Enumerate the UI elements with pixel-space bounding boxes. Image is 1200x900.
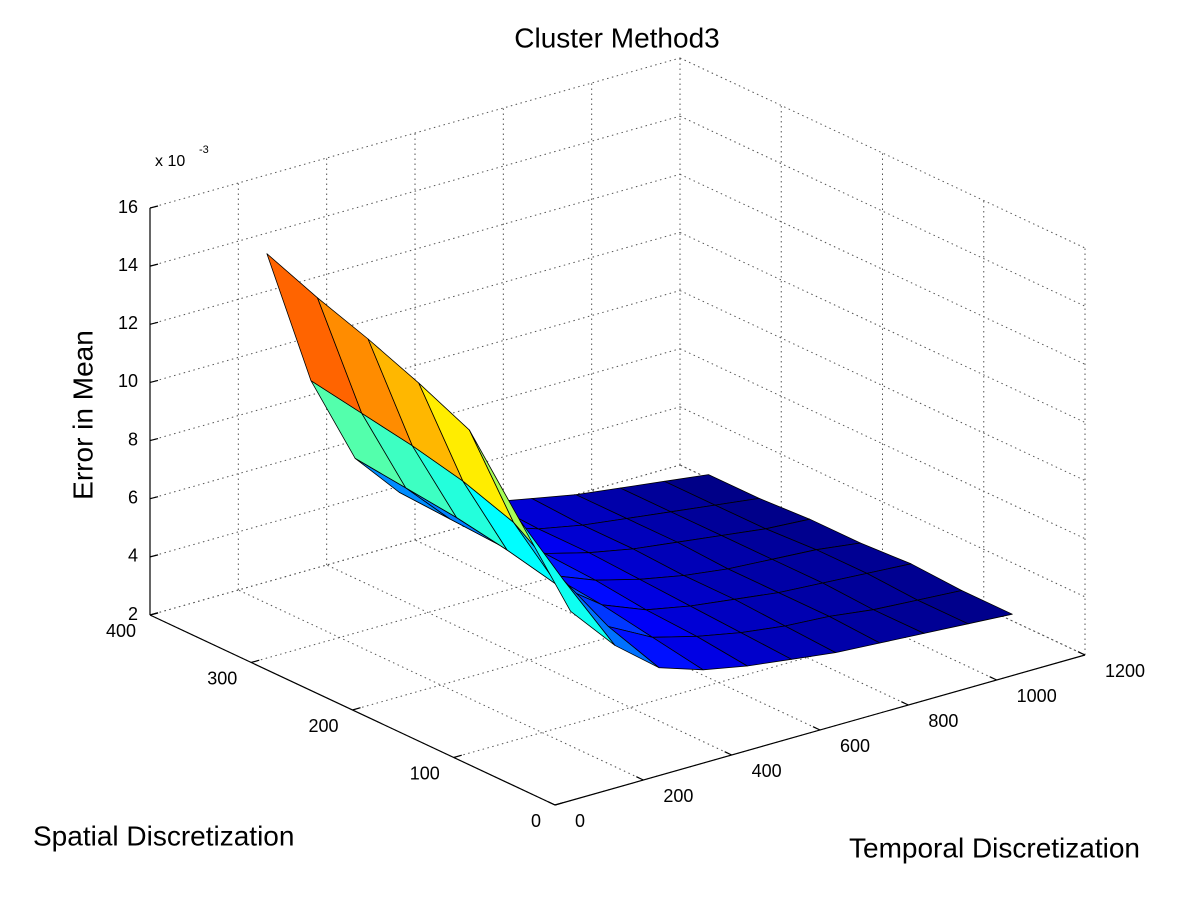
z-tick-label: 8 <box>128 429 138 449</box>
grid-line <box>149 290 681 442</box>
y-tick-mark <box>149 612 159 616</box>
x-axis-label: Temporal Discretization <box>849 832 1140 863</box>
y-tick-label: 300 <box>207 668 237 688</box>
y-tick-label: 0 <box>531 811 541 831</box>
axes: 2 4 6 8 10 12 14 16 0 100 200 300 400 0 200 400 600 800 10… <box>106 197 1145 831</box>
x-tick-mark <box>547 801 556 806</box>
z-tick-label: 2 <box>128 604 138 624</box>
x-tick-mark <box>812 726 821 731</box>
grid <box>149 57 1086 806</box>
x-tick-label: 800 <box>928 711 958 731</box>
y-tick-label: 100 <box>410 763 440 783</box>
x-tick-label: 600 <box>840 736 870 756</box>
surface <box>266 253 1013 671</box>
z-tick-label: 10 <box>118 371 138 391</box>
z-tick-mark <box>149 263 159 267</box>
x-tick-label: 1000 <box>1017 686 1057 706</box>
z-axis-label: Error in Mean <box>67 330 98 500</box>
z-tick-label: 6 <box>128 487 138 507</box>
x-tick-label: 0 <box>575 811 585 831</box>
grid-line <box>149 231 681 383</box>
x-tick-mark <box>1077 651 1086 656</box>
chart-title: Cluster Method3 <box>514 22 719 53</box>
z-tick-mark <box>149 205 159 209</box>
x-tick-label: 200 <box>663 786 693 806</box>
z-multiplier: x 10 <box>155 153 185 170</box>
z-tick-label: 14 <box>118 255 138 275</box>
z-tick-mark <box>149 496 159 500</box>
z-tick-label: 4 <box>128 546 138 566</box>
y-tick-mark <box>251 659 260 664</box>
z-tick-mark <box>149 379 159 384</box>
grid-line <box>149 464 681 616</box>
x-tick-mark <box>636 776 644 781</box>
grid-line <box>149 115 681 267</box>
z-tick-mark <box>149 437 159 442</box>
x-tick-label: 400 <box>752 761 782 781</box>
x-tick-mark <box>901 701 909 706</box>
z-exponent: -3 <box>199 144 209 156</box>
z-tick-mark <box>149 321 159 325</box>
grid-line <box>453 607 984 758</box>
x-tick-label: 1200 <box>1105 661 1145 681</box>
grid-line <box>149 173 681 325</box>
x-tick-mark <box>989 676 997 681</box>
y-tick-mark <box>352 707 361 711</box>
z-tick-label: 12 <box>118 313 138 333</box>
surface-face <box>519 520 616 646</box>
z-tick-label: 16 <box>118 197 138 217</box>
y-axis-label: Spatial Discretization <box>33 820 294 851</box>
z-tick-mark <box>149 554 159 558</box>
grid-line <box>149 57 681 209</box>
y-tick-mark <box>554 802 564 806</box>
grid-line <box>679 115 1086 307</box>
y-tick-label: 200 <box>308 716 338 736</box>
grid-line <box>251 512 782 663</box>
y-tick-label: 400 <box>106 621 136 641</box>
x-tick-mark <box>724 751 732 756</box>
y-tick-mark <box>453 754 462 759</box>
